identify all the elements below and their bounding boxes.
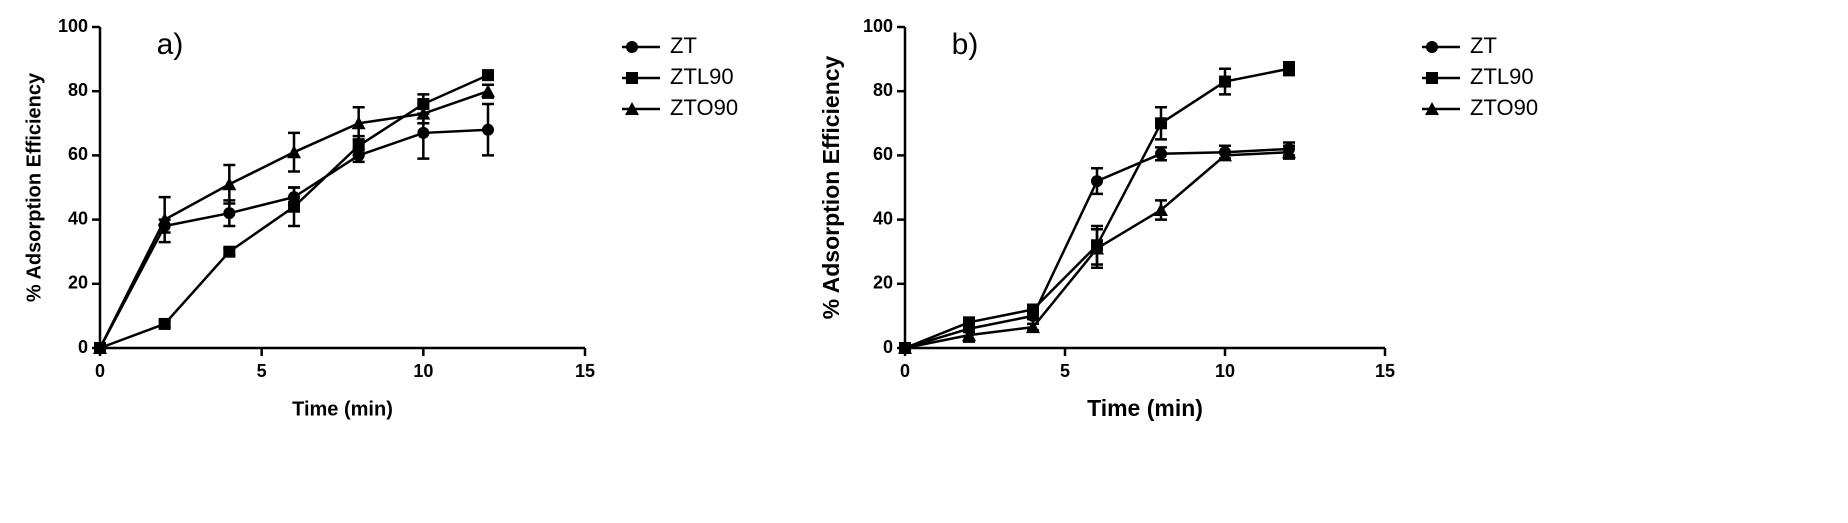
legend-label: ZTO90 [670, 95, 738, 120]
marker [1219, 75, 1231, 88]
x-axis-title: Time (min) [292, 398, 393, 420]
y-tick-label: 20 [68, 273, 88, 293]
marker [1090, 241, 1104, 255]
panel-label: a) [157, 28, 184, 61]
marker [93, 341, 107, 354]
y-tick-label: 0 [78, 337, 88, 357]
legend-label: ZTO90 [1470, 95, 1538, 120]
x-tick-label: 15 [1375, 361, 1395, 381]
x-tick-label: 0 [95, 361, 105, 381]
y-tick-label: 0 [883, 337, 893, 357]
x-tick-label: 10 [413, 361, 433, 381]
y-tick-label: 40 [873, 208, 893, 228]
y-tick-label: 60 [68, 144, 88, 164]
y-tick-label: 100 [863, 16, 893, 36]
marker [351, 116, 366, 130]
marker [222, 177, 237, 191]
marker [417, 126, 430, 139]
y-tick-label: 20 [873, 273, 893, 293]
marker [288, 200, 300, 213]
marker [1426, 41, 1438, 53]
marker [223, 207, 236, 220]
x-axis-title: Time (min) [1087, 395, 1203, 421]
x-tick-label: 5 [257, 361, 267, 381]
marker [1425, 102, 1439, 115]
x-tick-label: 0 [900, 361, 910, 381]
y-tick-label: 80 [873, 80, 893, 100]
y-tick-label: 80 [68, 80, 88, 100]
y-tick-label: 60 [873, 144, 893, 164]
marker [1091, 175, 1103, 188]
marker [481, 84, 495, 98]
marker [1155, 117, 1167, 130]
marker [482, 123, 494, 136]
marker [626, 41, 638, 53]
marker [626, 72, 638, 84]
marker [1155, 147, 1167, 160]
marker [1218, 148, 1232, 162]
marker [158, 317, 171, 330]
marker [287, 145, 301, 159]
x-tick-label: 5 [1060, 361, 1070, 381]
marker [223, 245, 236, 258]
marker [157, 212, 172, 226]
marker [963, 316, 975, 329]
legend-label: ZT [670, 33, 697, 58]
marker [1426, 72, 1438, 84]
x-tick-label: 15 [575, 361, 595, 381]
marker [898, 341, 912, 354]
y-tick-label: 100 [58, 16, 88, 36]
marker [1282, 145, 1296, 159]
legend-label: ZT [1470, 33, 1497, 58]
marker [352, 139, 365, 152]
marker [1154, 202, 1168, 216]
y-axis-title: % Adsorption Efficiency [23, 72, 45, 302]
legend-label: ZTL90 [1470, 64, 1534, 89]
legend-label: ZTL90 [670, 64, 734, 89]
marker [416, 106, 431, 120]
marker [1283, 62, 1295, 75]
marker [962, 328, 976, 342]
marker [1027, 303, 1039, 316]
marker [625, 102, 639, 115]
series-line [904, 67, 1290, 350]
y-axis-title: % Adsorption Efficiency [818, 55, 844, 319]
y-tick-label: 40 [68, 208, 88, 228]
marker [482, 69, 494, 82]
x-tick-label: 10 [1215, 361, 1235, 381]
marker [1026, 320, 1040, 334]
panel-label: b) [952, 28, 979, 61]
